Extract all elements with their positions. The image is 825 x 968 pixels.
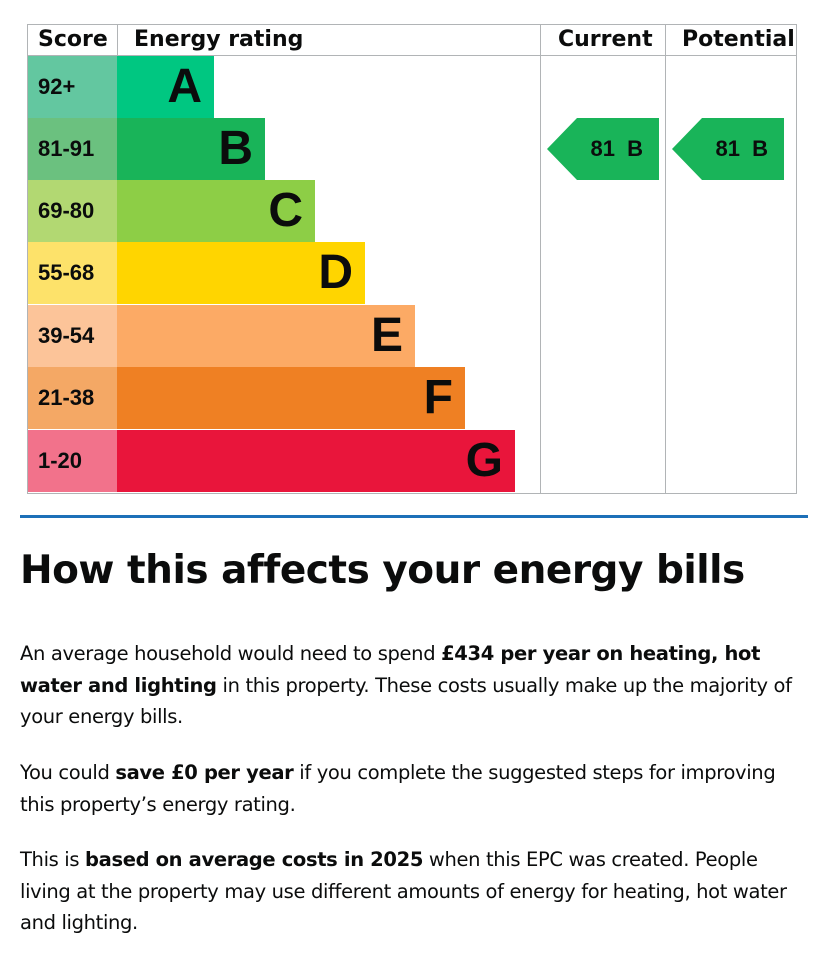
score-column-divider xyxy=(117,24,118,56)
current-arrow-shape xyxy=(547,118,659,180)
current-column-divider xyxy=(540,24,541,494)
score-cell: 69-80 xyxy=(28,180,117,242)
table-border-right xyxy=(796,24,797,494)
section-divider xyxy=(20,515,808,518)
rating-letter: B xyxy=(218,122,253,175)
score-cell: 39-54 xyxy=(28,305,117,367)
potential-rating-label: 81 B xyxy=(715,136,769,161)
score-cell: 55-68 xyxy=(28,242,117,304)
header-divider xyxy=(27,55,797,56)
energy-rating-table: Score Energy rating Current Potential 92… xyxy=(27,24,797,494)
rating-letter: G xyxy=(465,434,503,487)
rating-letter: C xyxy=(268,184,303,237)
potential-column-divider xyxy=(665,24,666,494)
table-border-left xyxy=(27,24,28,494)
rating-bar-b: B xyxy=(117,118,265,180)
header-potential: Potential xyxy=(682,27,795,52)
score-cell: 81-91 xyxy=(28,118,117,180)
table-border-bottom xyxy=(27,493,797,494)
savings-paragraph: You could save £0 per year if you comple… xyxy=(20,761,776,816)
rating-letter: E xyxy=(370,309,403,362)
cost-basis-paragraph: This is based on average costs in 2025 w… xyxy=(20,848,787,934)
rating-bar-e: E xyxy=(117,305,415,367)
rating-bar-c: C xyxy=(117,180,315,242)
rating-letter: F xyxy=(423,371,453,424)
rating-letter: A xyxy=(167,60,202,113)
score-cell: 92+ xyxy=(28,56,117,118)
table-border-top xyxy=(27,24,797,25)
rating-bar-f: F xyxy=(117,367,465,429)
header-score: Score xyxy=(38,27,108,52)
energy-cost-paragraph: An average household would need to spend… xyxy=(20,642,792,728)
current-rating-label: 81 B xyxy=(590,136,644,161)
header-energy-rating: Energy rating xyxy=(134,27,304,52)
rating-bar-g: G xyxy=(117,430,515,492)
score-cell: 1-20 xyxy=(28,430,117,492)
score-cell: 21-38 xyxy=(28,367,117,429)
rating-bar-d: D xyxy=(117,242,365,304)
current-rating-arrow: 81 B xyxy=(547,118,659,180)
rating-letter: D xyxy=(318,246,353,299)
potential-rating-arrow: 81 B xyxy=(672,118,784,180)
header-current: Current xyxy=(558,27,653,52)
potential-arrow-shape xyxy=(672,118,784,180)
section-title: How this affects your energy bills xyxy=(20,548,745,593)
rating-bar-a: A xyxy=(117,56,214,118)
